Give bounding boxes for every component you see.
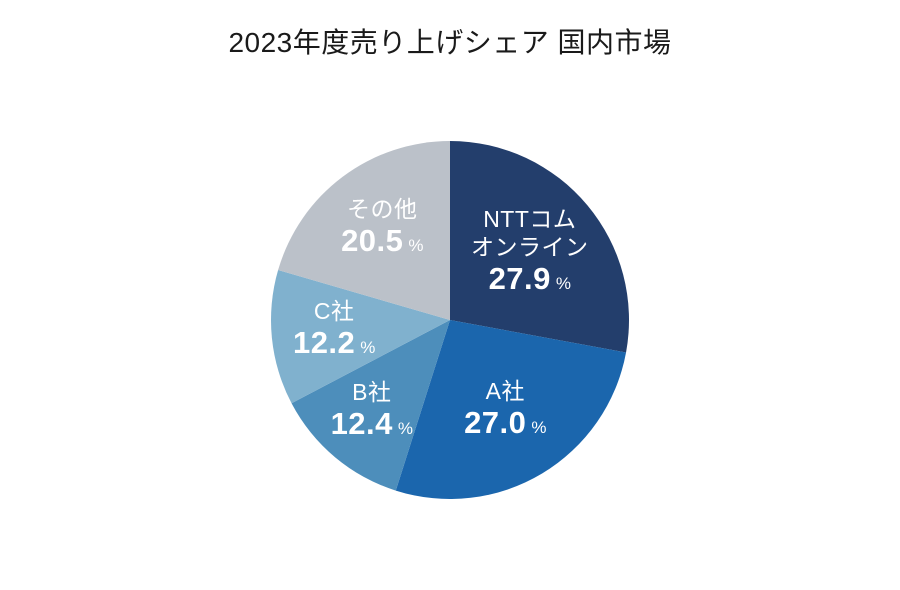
pie-slice-0: [450, 140, 630, 353]
chart-title: 2023年度売り上げシェア 国内市場: [228, 27, 672, 58]
pie-slice-4: [278, 141, 450, 320]
pie-slice-1: [395, 320, 627, 499]
pie-slice-3: [271, 270, 450, 404]
pie-slice-2: [291, 320, 450, 491]
